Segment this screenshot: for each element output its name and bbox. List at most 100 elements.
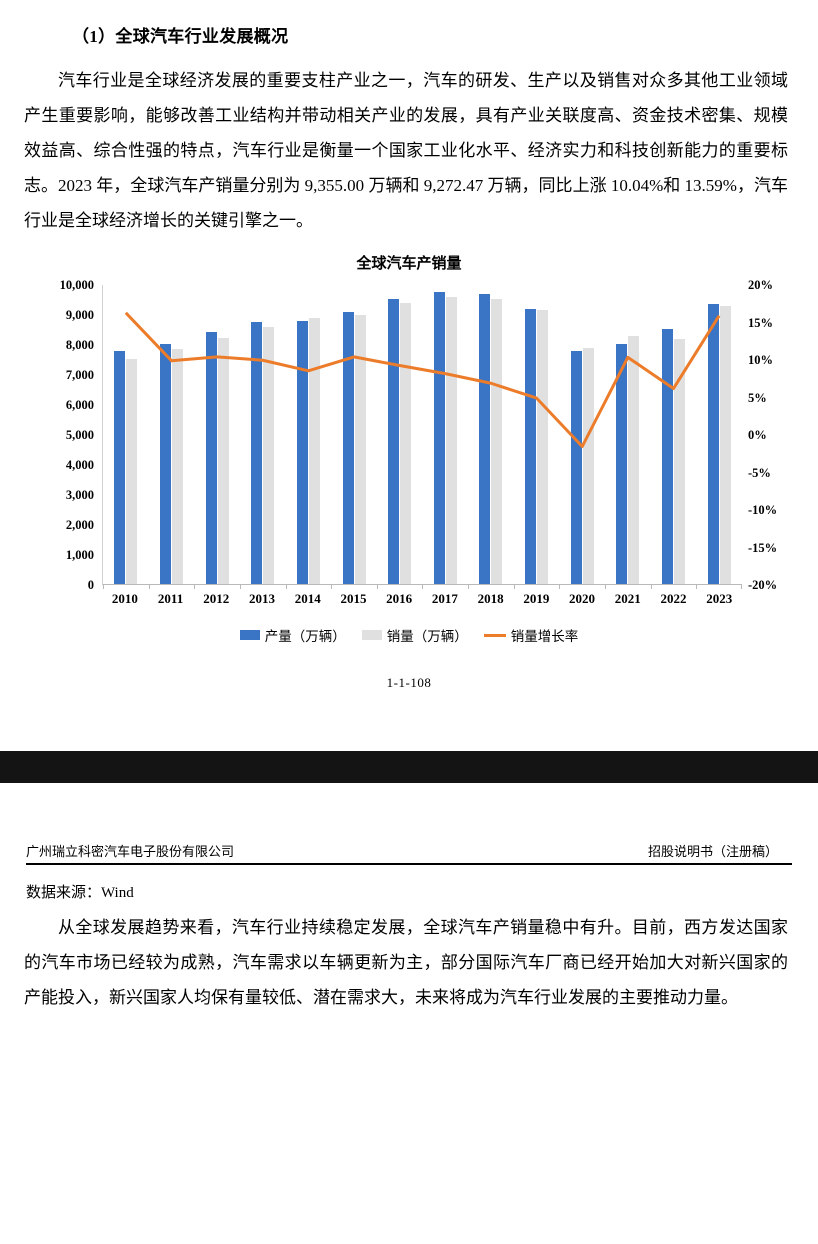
bar-sales xyxy=(445,297,457,585)
bar-sales xyxy=(628,336,640,585)
x-axis-tick-label: 2015 xyxy=(340,591,367,607)
bar-production xyxy=(296,320,308,585)
bar-sales xyxy=(400,302,412,585)
x-axis-tick-label: 2013 xyxy=(249,591,276,607)
running-header-doc: 招股说明书（注册稿） xyxy=(647,844,778,860)
bar-group xyxy=(696,285,742,590)
y-axis-right-tick: -5% xyxy=(748,465,771,480)
y-axis-left: 10,000 9,000 8,000 7,000 6,000 5,000 4,000 3,00… xyxy=(40,278,98,593)
bar-sales xyxy=(719,306,731,585)
y-axis-left-tick: 4,000 xyxy=(65,458,94,473)
running-header-company: 广州瑞立科密汽车电子股份有限公司 xyxy=(26,844,235,860)
x-axis-tick-label: 2019 xyxy=(523,591,550,607)
bar-group xyxy=(468,285,514,590)
bar-group xyxy=(422,285,468,590)
y-axis-right-tick: -20% xyxy=(748,578,778,593)
legend-label-production: 产量（万辆） xyxy=(264,629,346,645)
x-axis-tick-label: 2016 xyxy=(386,591,413,607)
trend-paragraph: 从全球发展趋势来看，汽车行业持续稳定发展，全球汽车产销量稳中有升。目前，西方发达… xyxy=(24,918,788,1008)
legend-item-sales: 销量（万辆） xyxy=(361,625,468,645)
bar-group xyxy=(513,285,560,590)
y-axis-left-tick: 3,000 xyxy=(65,488,94,503)
bar-sales xyxy=(217,337,229,585)
y-axis-left-tick: 6,000 xyxy=(65,398,94,413)
y-axis-right-tick: 0% xyxy=(748,428,767,443)
bar-sales xyxy=(263,326,275,585)
bar-group xyxy=(376,285,423,590)
x-axis-tick-label: 2010 xyxy=(111,591,138,607)
bar-production xyxy=(707,303,719,585)
legend-swatch-sales-icon xyxy=(361,630,382,641)
bar-production xyxy=(114,351,126,585)
y-axis-left-tick: 0 xyxy=(87,578,94,593)
bar-group xyxy=(148,285,195,590)
bar-production xyxy=(479,293,491,585)
plot-region xyxy=(102,285,742,590)
bar-group xyxy=(605,285,651,590)
bar-sales xyxy=(171,348,183,585)
bar-sales xyxy=(674,339,685,585)
y-axis-left-tick: 1,000 xyxy=(65,548,94,563)
y-axis-left-tick: 5,000 xyxy=(65,428,94,443)
bar-production xyxy=(616,343,628,585)
x-axis-tick-label: 2017 xyxy=(431,591,458,607)
bar-production xyxy=(570,351,582,585)
x-axis-tick-label: 2012 xyxy=(203,591,230,607)
x-axis-tick-label: 2022 xyxy=(660,591,687,607)
bar-production xyxy=(388,299,400,585)
x-axis-labels: 2010 2011 2012 2013 2014 2015 2016 2017 2018 2019… xyxy=(102,591,742,607)
chart-title: 全球汽车产销量 xyxy=(356,256,462,273)
legend-item-growth: 销量增长率 xyxy=(483,625,579,645)
page-separator-band xyxy=(0,751,818,784)
bar-production xyxy=(159,344,171,585)
chart-legend: 产量（万辆） 销量（万辆） 销量增长率 xyxy=(10,625,808,645)
y-axis-left-tick: 9,000 xyxy=(65,308,94,323)
y-axis-right-tick: 5% xyxy=(748,390,767,405)
bar-production xyxy=(433,292,445,585)
bar-production xyxy=(662,329,673,585)
x-axis-tick-label: 2011 xyxy=(157,591,184,607)
bar-group xyxy=(650,285,697,590)
legend-swatch-growth-icon xyxy=(483,633,506,637)
data-source-label: 数据来源：Wind xyxy=(26,885,134,902)
page-number: 1-1-108 xyxy=(386,675,432,691)
y-axis-right-tick: 20% xyxy=(748,278,773,293)
x-axis-tick-label: 2020 xyxy=(569,591,596,607)
bar-group xyxy=(239,285,286,590)
y-axis-right: 20% 15% 10% 5% 0% -5% -10% -15% -20% xyxy=(742,278,800,593)
bar-group xyxy=(285,285,332,590)
document-page: （1）全球汽车行业发展概况 汽车行业是全球经济发展的重要支柱产业之一，汽车的研发… xyxy=(0,14,818,1015)
bar-sales xyxy=(582,347,594,585)
bar-sales xyxy=(308,317,320,585)
y-axis-left-tick: 8,000 xyxy=(65,338,94,353)
page-gap-bottom xyxy=(0,783,818,835)
y-axis-left-tick: 10,000 xyxy=(59,278,94,293)
x-axis-tick-label: 2021 xyxy=(614,591,641,607)
bar-production xyxy=(342,311,354,585)
legend-label-growth: 销量增长率 xyxy=(510,629,579,645)
bar-sales xyxy=(491,298,503,585)
y-axis-right-tick: 10% xyxy=(748,353,773,368)
bar-production xyxy=(205,331,217,585)
legend-swatch-production-icon xyxy=(239,630,260,641)
y-axis-right-tick: -15% xyxy=(748,540,778,555)
legend-label-sales: 销量（万辆） xyxy=(386,629,468,645)
bar-group xyxy=(103,285,149,590)
bar-group xyxy=(194,285,240,590)
chart-plot-area: 10,000 9,000 8,000 7,000 6,000 5,000 4,000 3,00… xyxy=(10,279,808,609)
bar-sales xyxy=(354,315,366,585)
intro-paragraph: 汽车行业是全球经济发展的重要支柱产业之一，汽车的研发、生产以及销售对众多其他工业… xyxy=(24,71,788,231)
x-axis-tick-label: 2014 xyxy=(294,591,321,607)
bar-production xyxy=(525,308,537,585)
x-axis-tick-label: 2018 xyxy=(477,591,504,607)
y-axis-left-tick: 2,000 xyxy=(65,518,94,533)
x-axis-tick-label: 2023 xyxy=(706,591,733,607)
bar-group xyxy=(559,285,605,590)
bar-sales xyxy=(126,359,138,585)
y-axis-left-tick: 7,000 xyxy=(65,368,94,383)
running-header: 广州瑞立科密汽车电子股份有限公司 招股说明书（注册稿） xyxy=(0,841,818,863)
bar-production xyxy=(251,322,263,585)
running-header-rule xyxy=(26,863,792,866)
bar-sales xyxy=(537,310,549,585)
page-gap-top xyxy=(0,691,818,751)
